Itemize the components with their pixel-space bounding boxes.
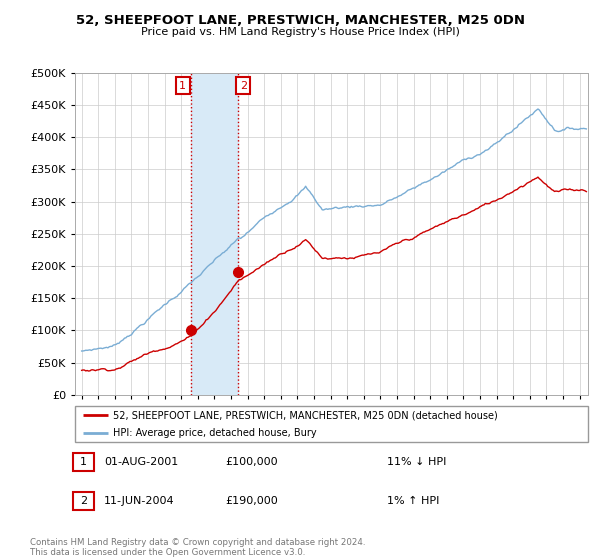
- Text: £100,000: £100,000: [225, 457, 278, 467]
- Text: 52, SHEEPFOOT LANE, PRESTWICH, MANCHESTER, M25 0DN: 52, SHEEPFOOT LANE, PRESTWICH, MANCHESTE…: [76, 14, 524, 27]
- Bar: [191, 73, 238, 395]
- Text: 1: 1: [80, 457, 87, 467]
- Text: £190,000: £190,000: [225, 496, 278, 506]
- Text: 52, SHEEPFOOT LANE, PRESTWICH, MANCHESTER, M25 0DN (detached house): 52, SHEEPFOOT LANE, PRESTWICH, MANCHESTE…: [113, 410, 498, 420]
- Text: 1% ↑ HPI: 1% ↑ HPI: [387, 496, 439, 506]
- Text: 2: 2: [80, 496, 87, 506]
- Text: 01-AUG-2001: 01-AUG-2001: [104, 457, 178, 467]
- Text: Price paid vs. HM Land Registry's House Price Index (HPI): Price paid vs. HM Land Registry's House …: [140, 27, 460, 37]
- Text: HPI: Average price, detached house, Bury: HPI: Average price, detached house, Bury: [113, 428, 317, 438]
- Text: 2: 2: [240, 81, 247, 91]
- Text: 11-JUN-2004: 11-JUN-2004: [104, 496, 175, 506]
- Text: 11% ↓ HPI: 11% ↓ HPI: [387, 457, 446, 467]
- Text: Contains HM Land Registry data © Crown copyright and database right 2024.
This d: Contains HM Land Registry data © Crown c…: [30, 538, 365, 557]
- Text: 1: 1: [179, 81, 186, 91]
